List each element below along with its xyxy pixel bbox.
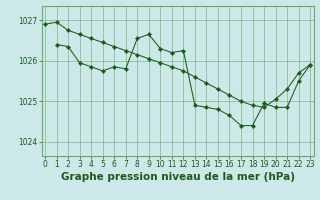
X-axis label: Graphe pression niveau de la mer (hPa): Graphe pression niveau de la mer (hPa) <box>60 172 295 182</box>
